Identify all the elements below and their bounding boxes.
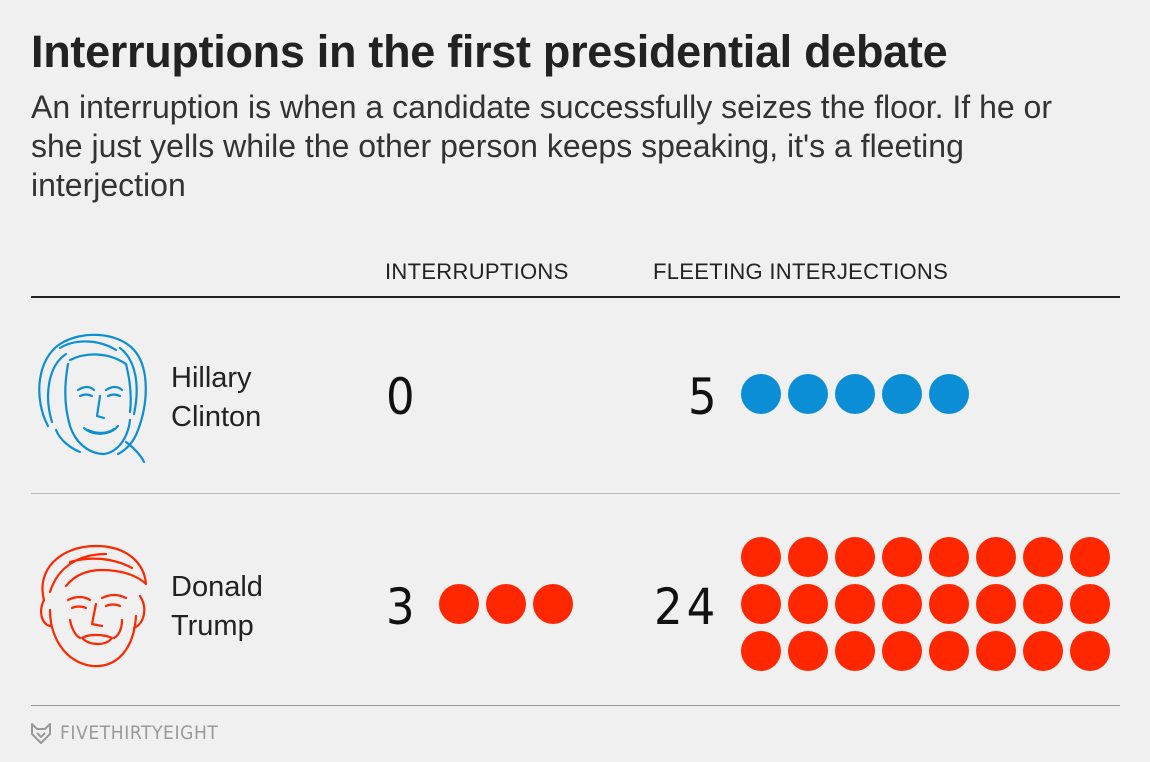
interruption-dot xyxy=(486,584,526,624)
fleeting-interjection-dot xyxy=(1070,631,1110,671)
fleeting-interjection-dot xyxy=(882,631,922,671)
trump-fleeting-count: 24 xyxy=(654,578,720,636)
fivethirtyeight-fox-logo-icon xyxy=(31,723,51,744)
fleeting-interjection-dot xyxy=(1070,537,1110,577)
fleeting-interjection-dot xyxy=(835,631,875,671)
fleeting-interjection-dot xyxy=(835,537,875,577)
hillary-clinton-face-icon xyxy=(38,333,147,464)
fleeting-interjection-dot xyxy=(741,374,781,414)
header-rule xyxy=(31,296,1120,298)
fleeting-interjection-dot xyxy=(976,537,1016,577)
interruption-dot xyxy=(533,584,573,624)
footer-rule xyxy=(31,705,1120,706)
column-header-fleeting-interjections: FLEETING INTERJECTIONS xyxy=(653,259,949,284)
fleeting-interjection-dot xyxy=(929,631,969,671)
fleeting-interjection-dot xyxy=(788,631,828,671)
fleeting-interjection-dot xyxy=(1023,537,1063,577)
interruption-dot xyxy=(439,584,479,624)
fleeting-interjection-dot xyxy=(976,631,1016,671)
fleeting-interjection-dot xyxy=(929,374,969,414)
fleeting-interjection-dot xyxy=(882,374,922,414)
fleeting-interjection-dot xyxy=(788,537,828,577)
candidate-first-name: Donald xyxy=(171,571,263,603)
fleeting-interjection-dot xyxy=(1070,584,1110,624)
fleeting-interjection-dot xyxy=(1023,584,1063,624)
column-header-interruptions: INTERRUPTIONS xyxy=(385,259,569,284)
fleeting-interjection-dot xyxy=(835,374,875,414)
fleeting-interjection-dot xyxy=(741,537,781,577)
chart-subtitle: An interruption is when a candidate succ… xyxy=(31,89,1052,203)
fleeting-interjection-dot xyxy=(929,537,969,577)
candidate-name-trump: Donald Trump xyxy=(171,568,341,646)
fleeting-interjection-dot xyxy=(882,537,922,577)
candidate-name-clinton: Hillary Clinton xyxy=(171,359,341,437)
row-divider xyxy=(31,493,1120,494)
brand-label: FIVETHIRTYEIGHT xyxy=(60,722,219,744)
candidate-last-name: Clinton xyxy=(171,401,262,433)
fleeting-interjection-dot xyxy=(1023,631,1063,671)
fleeting-interjection-dot xyxy=(882,584,922,624)
fleeting-interjection-dot xyxy=(788,374,828,414)
fleeting-interjection-dot xyxy=(976,584,1016,624)
fleeting-interjection-dot xyxy=(741,631,781,671)
candidate-first-name: Hillary xyxy=(171,362,252,394)
donald-trump-face-icon xyxy=(40,544,148,668)
footer: FIVETHIRTYEIGHT xyxy=(30,720,218,746)
candidate-last-name: Trump xyxy=(171,610,254,642)
fleeting-interjection-dot xyxy=(788,584,828,624)
chart-title: Interruptions in the first presidential … xyxy=(31,26,948,77)
fleeting-interjection-dot xyxy=(929,584,969,624)
fleeting-interjection-dot xyxy=(835,584,875,624)
fleeting-interjection-dot xyxy=(741,584,781,624)
clinton-interruptions-count: 0 xyxy=(386,368,419,426)
trump-interruptions-count: 3 xyxy=(386,578,419,636)
clinton-fleeting-count: 5 xyxy=(688,368,721,426)
